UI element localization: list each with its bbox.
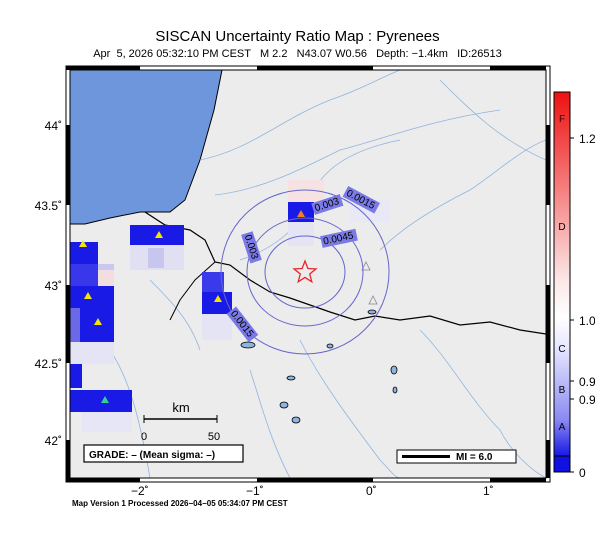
- sea: [70, 70, 223, 225]
- svg-text:50: 50: [208, 431, 220, 443]
- grade-label: D: [558, 222, 565, 233]
- lat-tick: 43˚: [45, 279, 62, 293]
- mi-legend: MI = 6.0: [396, 449, 517, 464]
- processing-info: Map Version 1 Processed 2026−04−05 05:34…: [72, 499, 288, 508]
- uncertainty-cells: [70, 180, 390, 432]
- colorbar: F D C B A 1.2 1.0 0.9 0.9 0: [553, 91, 595, 480]
- map-title: SISCAN Uncertainty Ratio Map : Pyrenees: [155, 28, 440, 45]
- lon-tick: −2˚: [131, 484, 149, 498]
- lat-tick: 42˚: [45, 434, 62, 448]
- grade-box: GRADE: – (Mean sigma: –): [83, 444, 244, 463]
- svg-text:0: 0: [141, 431, 147, 443]
- map-area: [70, 70, 546, 478]
- svg-text:MI = 6.0: MI = 6.0: [456, 452, 493, 463]
- lakes: [240, 309, 398, 424]
- lon-tick: 1˚: [483, 484, 494, 498]
- stations: [79, 210, 378, 403]
- uncertainty-contours: [220, 189, 390, 355]
- scale-bar: km 0 50: [141, 400, 220, 443]
- sea-edge: [500, 440, 546, 478]
- lon-tick: 0˚: [366, 484, 377, 498]
- svg-text:GRADE: – (Mean sigma: –): GRADE: – (Mean sigma: –): [89, 450, 215, 461]
- lon-tick: −1˚: [246, 484, 264, 498]
- lat-tick: 42.5˚: [35, 357, 62, 371]
- lat-tick: 43.5˚: [35, 199, 62, 213]
- colorbar-value: 0.9: [579, 375, 595, 389]
- colorbar-value: 0: [579, 466, 586, 480]
- axis-labels: −2˚ −1˚ 0˚ 1˚ 44˚ 43.5˚ 43˚ 42.5˚ 42˚: [35, 119, 494, 498]
- colorbar-value: 1.2: [579, 132, 595, 146]
- colorbar-value: 1.0: [579, 314, 595, 328]
- svg-text:km: km: [172, 400, 189, 415]
- grade-label: F: [559, 114, 565, 125]
- lat-tick: 44˚: [45, 119, 62, 133]
- grade-label: C: [558, 344, 565, 355]
- grade-label: B: [559, 385, 566, 396]
- event-info: Apr 5, 2026 05:32:10 PM CEST M 2.2 N43.0…: [93, 48, 502, 60]
- colorbar-value: 0.9: [579, 393, 595, 407]
- country-border: [144, 211, 546, 335]
- map-frame: [65, 65, 551, 483]
- grade-label: A: [559, 422, 566, 433]
- star-icon: [292, 259, 318, 284]
- region-border: [169, 261, 216, 321]
